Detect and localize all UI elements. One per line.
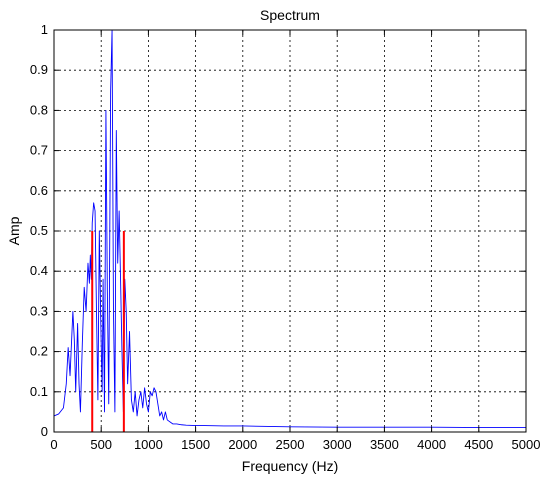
y-axis-label: Amp [6, 216, 22, 245]
y-tick-label: 0.6 [30, 183, 48, 198]
x-tick-label: 2000 [228, 437, 257, 452]
y-tick-label: 0.2 [30, 344, 48, 359]
y-tick-label: 1 [41, 22, 48, 37]
x-tick-label: 3500 [370, 437, 399, 452]
x-tick-label: 0 [50, 437, 57, 452]
y-tick-label: 0.9 [30, 62, 48, 77]
x-axis-label: Frequency (Hz) [242, 458, 338, 474]
x-tick-label: 1000 [134, 437, 163, 452]
x-tick-label: 1500 [181, 437, 210, 452]
y-tick-label: 0.3 [30, 303, 48, 318]
plot-area [53, 29, 526, 432]
x-tick-label: 5000 [512, 437, 541, 452]
y-tick-label: 0.4 [30, 263, 48, 278]
x-tick-labels: 0 500 1000 1500 2000 2500 3000 3500 4000 4500 5000 [50, 437, 540, 452]
y-tick-labels: 0 0.1 0.2 0.3 0.4 0.5 0.6 0.7 0.8 0.9 1 [30, 22, 48, 439]
y-tick-label: 0.8 [30, 102, 48, 117]
x-tick-label: 4500 [464, 437, 493, 452]
x-tick-label: 500 [90, 437, 112, 452]
x-tick-label: 3000 [323, 437, 352, 452]
y-tick-label: 0 [41, 424, 48, 439]
x-tick-label: 4000 [417, 437, 446, 452]
y-tick-label: 0.1 [30, 384, 48, 399]
y-tick-label: 0.5 [30, 223, 48, 238]
axis-ticks [53, 29, 527, 433]
chart-title: Spectrum [260, 7, 320, 23]
x-tick-label: 2500 [276, 437, 305, 452]
y-tick-label: 0.7 [30, 143, 48, 158]
spectrum-line [53, 29, 526, 429]
